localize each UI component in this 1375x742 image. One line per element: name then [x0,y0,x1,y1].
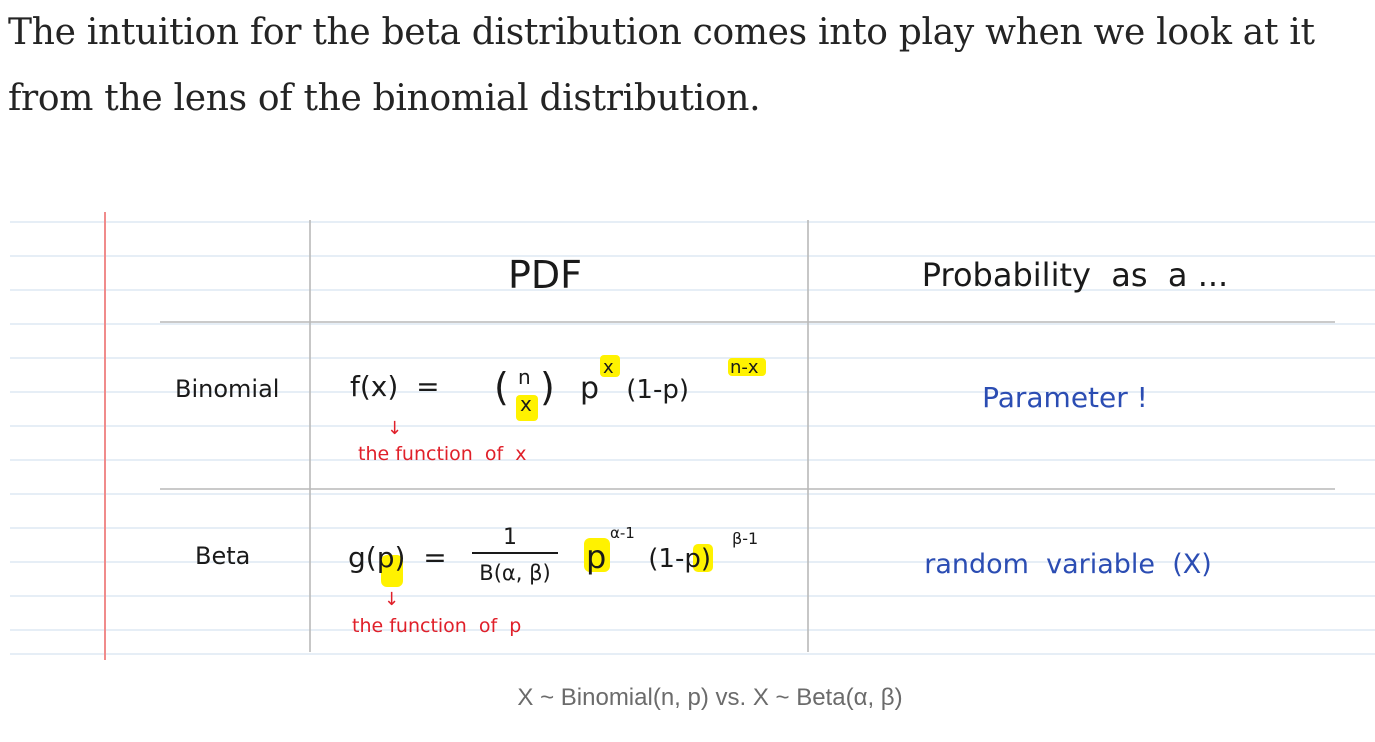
table-grid [160,220,1335,652]
binomial-one-minus-exponent: n-x [730,357,759,378]
beta-note: the function of p [352,615,521,637]
binomial-choose-open: ( [494,365,509,409]
beta-pdf-lhs: g(p) = [348,541,447,574]
notebook-sketch: PDF Probability as a ... Binomial f(x) =… [10,212,1375,660]
header-pdf: PDF [508,253,582,297]
ruled-lines [10,221,1375,655]
figure-caption: X ~ Binomial(n, p) vs. X ~ Beta(α, β) [517,684,903,711]
beta-arrow: ↓ [384,589,399,610]
beta-one-minus-exponent: β-1 [732,529,758,548]
highlights [381,355,766,587]
binomial-vs-beta-figure: PDF Probability as a ... Binomial f(x) =… [10,212,1375,662]
beta-fraction-numerator: 1 [503,525,517,550]
beta-one-minus-p: (1-p) [640,544,711,574]
binomial-arrow: ↓ [387,418,402,439]
binomial-one-minus-p: (1-p) [618,375,689,405]
row-label-beta: Beta [195,542,250,570]
binomial-choose-close: ) [540,365,555,409]
row-label-binomial: Binomial [175,375,279,403]
beta-p-exponent: α-1 [610,524,635,542]
beta-probability-as: random variable (X) [924,549,1212,580]
binomial-p: p [580,371,599,406]
binomial-pdf-lhs: f(x) = [350,370,457,403]
beta-p: p [586,538,606,576]
binomial-note: the function of x [358,443,527,465]
binomial-probability-as: Parameter ! [982,381,1148,414]
beta-fraction-denominator: B(α, β) [479,561,550,585]
binomial-p-exponent: x [603,357,614,378]
intro-paragraph: The intuition for the beta distribution … [8,12,1315,119]
binomial-choose-top: n [518,365,531,389]
header-probability-as: Probability as a ... [922,256,1228,294]
binomial-choose-bottom: x [520,392,532,416]
